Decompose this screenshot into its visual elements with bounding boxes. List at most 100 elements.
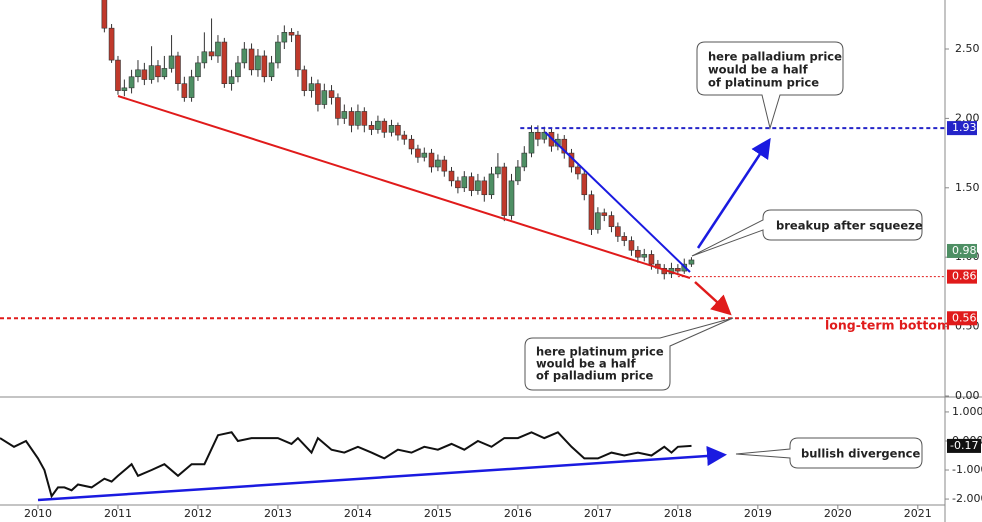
candle-body xyxy=(608,215,615,227)
candle-body xyxy=(408,138,415,150)
candle-body xyxy=(401,134,408,140)
candle-body xyxy=(455,180,461,189)
x-tick-label: 2012 xyxy=(184,507,212,520)
candle-body xyxy=(381,120,388,133)
candle-body xyxy=(201,51,208,64)
level-label: 0.86 xyxy=(952,270,977,283)
candle-body xyxy=(135,69,141,78)
candle-body xyxy=(241,48,248,64)
candle-body xyxy=(221,41,228,84)
resistance-trendline xyxy=(544,131,691,273)
candle-body xyxy=(208,51,215,57)
candle-body xyxy=(355,111,361,126)
candle-body xyxy=(308,83,315,91)
candle-body xyxy=(255,55,261,71)
candle-body xyxy=(648,254,655,265)
down-arrow xyxy=(694,281,732,316)
note-text: of platinum price xyxy=(708,76,819,90)
candle-body xyxy=(348,111,355,126)
candle-body xyxy=(588,194,595,230)
candle-body xyxy=(528,131,535,154)
candle-body xyxy=(488,173,495,196)
note-text: breakup after squeeze xyxy=(776,219,923,233)
candle-body xyxy=(581,173,588,196)
candle-body xyxy=(501,166,508,216)
candle-body xyxy=(535,131,541,140)
x-tick-label: 2016 xyxy=(504,507,532,520)
candle-body xyxy=(521,152,528,168)
level-box xyxy=(947,121,977,136)
candle-body xyxy=(228,76,235,84)
candle-body xyxy=(148,65,155,80)
candle-body xyxy=(341,111,348,119)
candle-body xyxy=(335,97,341,119)
candle-body xyxy=(395,125,401,136)
candle-body xyxy=(248,48,255,71)
candle-body xyxy=(188,76,195,98)
candle-body xyxy=(161,68,168,78)
candle-body xyxy=(688,259,695,265)
candle-body xyxy=(195,62,201,78)
candle-body xyxy=(388,125,395,133)
candle-body xyxy=(601,212,608,216)
note-text: would be a half xyxy=(708,63,809,77)
divergence-line xyxy=(37,446,727,502)
candle-body xyxy=(101,0,108,29)
candle-body xyxy=(361,111,368,126)
level-label: 1.93 xyxy=(952,121,977,134)
candle-body xyxy=(281,32,288,43)
callout xyxy=(691,209,923,257)
oscillator-label: -0.17 xyxy=(950,439,978,452)
y-tick-label: 0.00 xyxy=(955,389,980,402)
candle-body xyxy=(128,76,135,89)
candle-body xyxy=(508,180,515,216)
support-trendline xyxy=(117,95,691,279)
candle-body xyxy=(428,152,435,168)
y2-tick-label: 1.000 xyxy=(952,405,982,418)
y-tick-label: 1.50 xyxy=(955,181,980,194)
y2-tick-label: -2.000 xyxy=(952,492,982,505)
x-tick-label: 2013 xyxy=(264,507,292,520)
x-tick-label: 2010 xyxy=(24,507,52,520)
up-arrow xyxy=(696,137,771,249)
candle-body xyxy=(108,27,115,61)
level-box xyxy=(947,269,977,284)
candle-body xyxy=(295,34,301,71)
x-tick-label: 2021 xyxy=(904,507,932,520)
candle-body xyxy=(621,236,628,241)
candle-body xyxy=(461,176,468,189)
candle-body xyxy=(321,90,328,105)
candle-body xyxy=(495,166,501,175)
candle-body xyxy=(481,180,488,196)
candle-body xyxy=(628,240,635,251)
candle-body xyxy=(595,212,601,230)
level-box xyxy=(947,311,977,326)
y-tick-label: 2.50 xyxy=(955,42,980,55)
bottom-label: long-term bottom xyxy=(825,318,950,333)
note-text: here platinum price xyxy=(536,345,664,359)
note-text: would be a half xyxy=(536,357,637,371)
x-tick-label: 2015 xyxy=(424,507,452,520)
candle-body xyxy=(155,65,161,78)
x-tick-label: 2011 xyxy=(104,507,132,520)
candle-body xyxy=(115,59,121,91)
candle-body xyxy=(435,159,441,168)
candle-body xyxy=(561,138,568,154)
oscillator-line xyxy=(0,431,692,499)
x-tick-label: 2014 xyxy=(344,507,372,520)
last-price-box xyxy=(947,243,977,258)
candle-body xyxy=(421,152,428,158)
callout xyxy=(696,41,844,130)
candle-body xyxy=(541,131,548,140)
x-tick-label: 2017 xyxy=(584,507,612,520)
note-text: of palladium price xyxy=(536,369,654,383)
candle-body xyxy=(268,62,275,78)
candle-body xyxy=(615,226,621,237)
callout xyxy=(735,437,923,469)
candle-body xyxy=(415,148,421,158)
y2-tick-label: -1.000 xyxy=(952,463,982,476)
candle-body xyxy=(641,254,648,258)
x-tick-label: 2018 xyxy=(664,507,692,520)
last-price-label: 0.98 xyxy=(952,244,977,257)
candle-body xyxy=(215,41,221,57)
